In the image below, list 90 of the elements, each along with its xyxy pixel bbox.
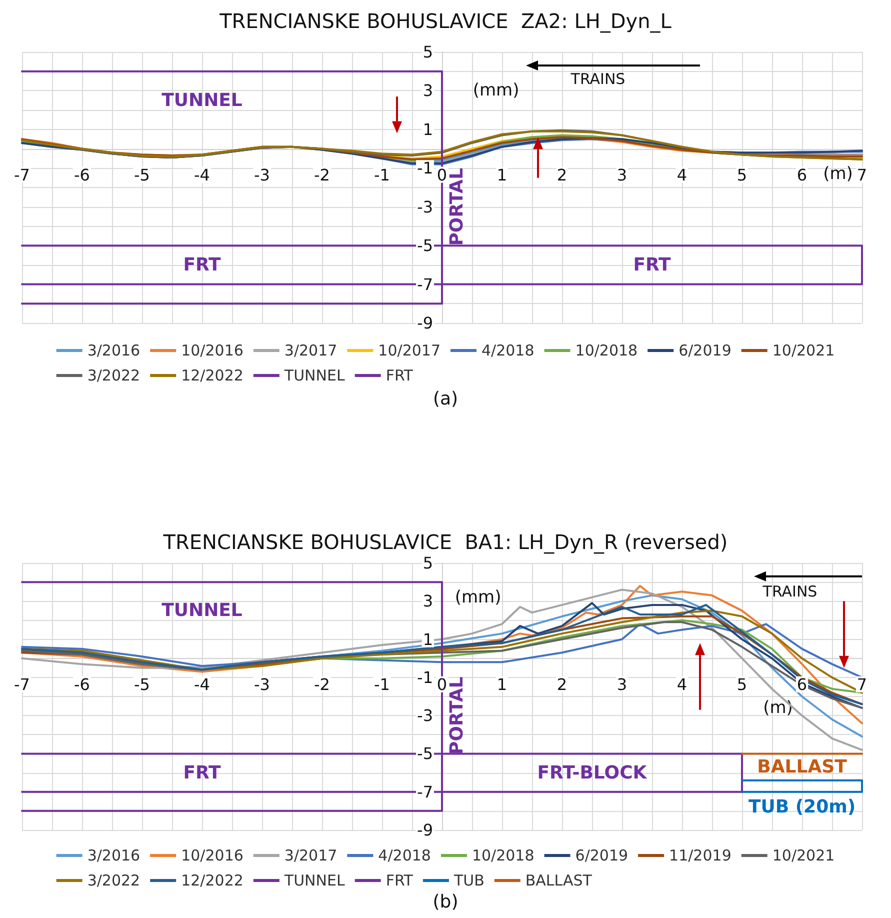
annotation: PORTAL (446, 676, 468, 754)
legend-label: FRT (386, 872, 414, 890)
annotation: PORTAL (446, 168, 468, 246)
legend-label: 3/2022 (87, 872, 140, 890)
legend-label: 3/2016 (87, 846, 140, 864)
x-tick-label: -3 (254, 674, 270, 694)
x-tick-label: 0 (436, 165, 448, 184)
y-tick-label: 5 (422, 554, 433, 572)
x-tick-label: 5 (736, 674, 748, 694)
legend-label: 10/2018 (575, 342, 638, 360)
legend-label: 3/2016 (87, 342, 140, 360)
x-tick-label: -2 (314, 674, 330, 694)
x-tick-label: -5 (134, 674, 150, 694)
legend-label: 10/2016 (181, 846, 244, 864)
legend-label: 3/2022 (87, 366, 140, 384)
x-tick-label: 5 (736, 165, 748, 184)
x-axis-title: (m) (763, 698, 793, 718)
annotation: TRAINS (570, 70, 626, 88)
annotation: FRT (183, 254, 222, 276)
x-tick-label: 0 (436, 674, 448, 694)
annotation: TUNNEL (162, 90, 242, 111)
y-tick-label: 3 (422, 81, 433, 100)
x-tick-label: 1 (496, 165, 508, 184)
y-axis-title: (mm) (472, 80, 520, 101)
legend-label: FRT (386, 366, 414, 384)
y-tick-label: -5 (417, 744, 433, 764)
legend-label: 12/2022 (181, 366, 244, 384)
x-tick-label: 6 (796, 674, 808, 694)
x-tick-label: 7 (856, 165, 868, 184)
y-tick-label: -5 (417, 236, 433, 256)
y-axis-title: (mm) (454, 587, 502, 608)
y-tick-label: -7 (417, 782, 433, 802)
x-tick-label: 2 (556, 165, 568, 184)
x-axis-title: (m) (823, 164, 853, 184)
x-tick-label: -6 (74, 674, 90, 694)
annotation: FRT (633, 254, 672, 276)
x-tick-label: -4 (194, 165, 210, 184)
text: (a) (432, 388, 458, 410)
y-tick-label: -9 (417, 820, 433, 840)
x-tick-label: -6 (74, 165, 90, 184)
x-tick-label: 7 (856, 674, 868, 694)
x-tick-label: -5 (134, 165, 150, 184)
y-tick-label: -3 (417, 706, 433, 726)
x-tick-label: -7 (14, 165, 30, 184)
x-tick-label: -2 (314, 165, 330, 184)
chart-title: TRENCIANSKE BOHUSLAVICE ZA2: LH_Dyn_L (218, 9, 672, 33)
annotation: BALLAST (757, 756, 848, 778)
legend-label: 3/2017 (284, 846, 338, 864)
y-tick-label: 5 (422, 42, 433, 62)
x-tick-label: 2 (556, 674, 568, 694)
x-tick-label: -3 (254, 165, 270, 184)
y-tick-label: 3 (422, 592, 433, 611)
legend-label: 10/2021 (772, 846, 835, 864)
legend-label: 3/2017 (284, 342, 338, 360)
legend-label: TUNNEL (283, 872, 346, 890)
legend-label: 10/2018 (472, 846, 534, 864)
y-tick-label: -3 (417, 197, 433, 216)
text: (b) (432, 892, 458, 912)
x-tick-label: -7 (14, 674, 30, 694)
annotation: TUB (20m) (748, 796, 856, 818)
y-tick-label: -7 (417, 274, 433, 294)
x-tick-label: 3 (616, 674, 628, 694)
legend-label: 4/2018 (378, 846, 431, 864)
legend-label: TUB (452, 872, 484, 890)
legend-label: 12/2022 (181, 872, 244, 890)
annotation: TRAINS (762, 582, 818, 601)
legend-label: 10/2017 (378, 342, 441, 360)
x-tick-label: 6 (796, 165, 808, 184)
x-tick-label: -1 (374, 165, 390, 184)
y-tick-label: -9 (417, 314, 433, 332)
annotation: TUNNEL (162, 600, 242, 622)
legend-label: 10/2021 (772, 342, 835, 360)
legend-label: BALLAST (525, 872, 593, 890)
x-tick-label: 1 (496, 674, 508, 694)
y-tick-label: 1 (422, 120, 433, 139)
x-tick-label: -4 (194, 674, 210, 694)
y-tick-label: 1 (422, 630, 433, 649)
legend-label: 4/2018 (482, 342, 534, 360)
chart-title: TRENCIANSKE BOHUSLAVICE BA1: LH_Dyn_R (reversed) (162, 530, 728, 554)
annotation: FRT (183, 762, 222, 784)
x-tick-label: 4 (676, 165, 688, 184)
annotation: FRT-BLOCK (537, 762, 648, 784)
legend-label: 6/2019 (575, 846, 628, 864)
legend-label: 11/2019 (669, 846, 732, 864)
legend-label: 10/2016 (181, 342, 244, 360)
legend-label: 6/2019 (678, 342, 732, 360)
x-tick-label: -1 (374, 674, 390, 694)
x-tick-label: 4 (676, 674, 688, 694)
legend-label: TUNNEL (283, 366, 346, 384)
x-tick-label: 3 (616, 165, 628, 184)
